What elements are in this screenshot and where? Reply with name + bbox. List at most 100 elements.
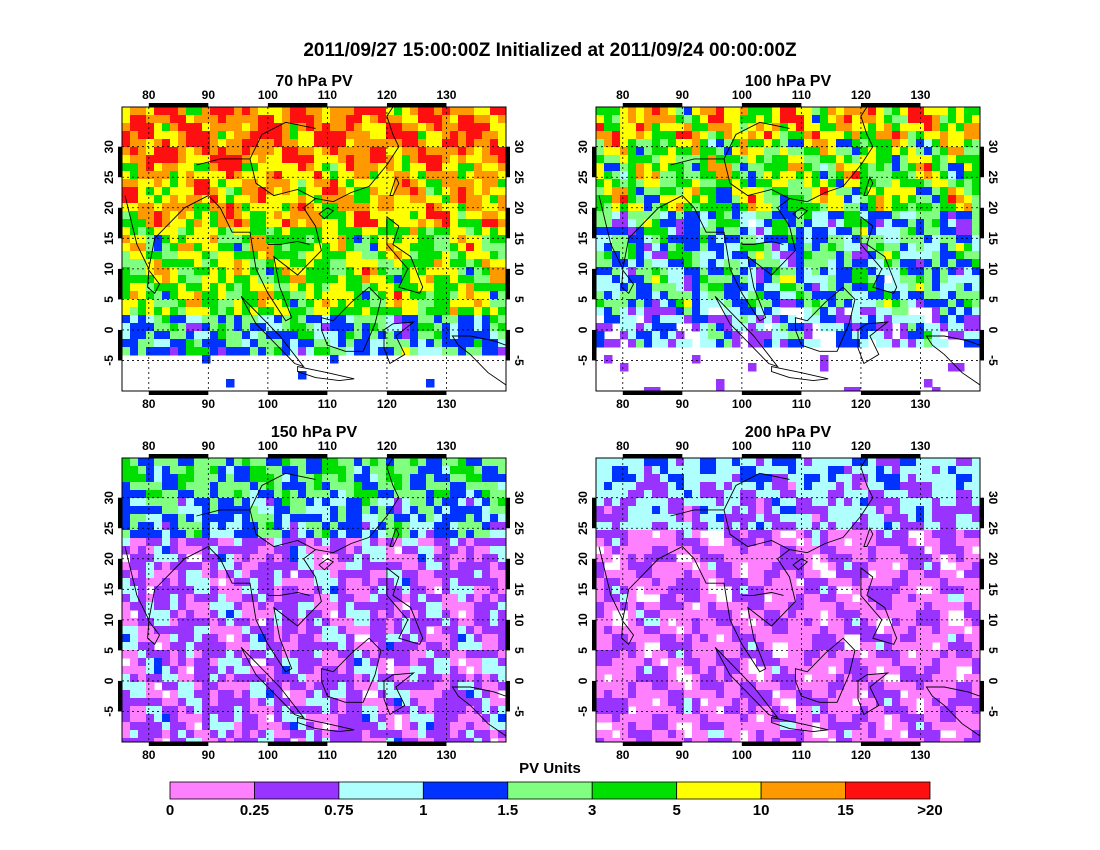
- lat-tick-right: 5: [512, 647, 526, 654]
- lat-tick-right: 5: [512, 296, 526, 303]
- lat-tick-left: 5: [576, 296, 590, 303]
- lat-tick-left: -5: [576, 706, 590, 717]
- lat-tick-left: 10: [102, 262, 116, 276]
- lat-tick-right: 15: [512, 583, 526, 597]
- lat-tick-right: 30: [512, 140, 526, 154]
- lat-tick-right: -5: [986, 355, 1000, 366]
- lat-tick-right: 0: [512, 678, 526, 685]
- lon-tick-top: 90: [676, 439, 690, 453]
- panel-title-200: 200 hPa PV: [744, 424, 832, 441]
- lon-tick-top: 120: [851, 439, 871, 453]
- lon-tick-top: 110: [792, 88, 812, 102]
- lon-tick-top: 100: [732, 439, 752, 453]
- lat-tick-left: 0: [576, 677, 590, 684]
- lon-tick-bottom: 100: [732, 397, 752, 411]
- lon-tick-bottom: 100: [732, 748, 752, 762]
- lat-tick-right: 0: [986, 678, 1000, 685]
- lon-tick-bottom: 120: [851, 397, 871, 411]
- lon-tick-top: 80: [142, 88, 156, 102]
- lat-tick-left: 10: [576, 262, 590, 276]
- lat-tick-left: 20: [576, 201, 590, 215]
- lat-tick-left: 15: [102, 231, 116, 245]
- lat-tick-right: 15: [986, 232, 1000, 246]
- lat-tick-right: -5: [986, 706, 1000, 717]
- lon-tick-bottom: 130: [436, 748, 456, 762]
- lat-tick-left: 15: [576, 231, 590, 245]
- lat-tick-right: 10: [986, 262, 1000, 276]
- lat-tick-right: 30: [986, 491, 1000, 505]
- lon-tick-top: 80: [616, 439, 630, 453]
- lon-tick-bottom: 90: [202, 397, 216, 411]
- lon-tick-bottom: 80: [616, 748, 630, 762]
- lat-tick-right: 0: [986, 327, 1000, 334]
- lon-tick-top: 110: [318, 88, 338, 102]
- lon-tick-top: 130: [910, 88, 930, 102]
- lat-tick-right: 5: [986, 647, 1000, 654]
- lat-tick-left: 20: [576, 552, 590, 566]
- lat-tick-right: 0: [512, 327, 526, 334]
- lon-tick-bottom: 90: [202, 748, 216, 762]
- lon-tick-bottom: 110: [792, 397, 812, 411]
- lat-tick-left: 5: [576, 647, 590, 654]
- main-title: 2011/09/27 15:00:00Z Initialized at 2011…: [303, 40, 797, 61]
- lon-tick-bottom: 130: [910, 748, 930, 762]
- lon-tick-bottom: 130: [436, 397, 456, 411]
- lat-tick-left: 20: [102, 552, 116, 566]
- lat-tick-left: 0: [576, 326, 590, 333]
- lat-tick-right: -5: [512, 355, 526, 366]
- panel-title-150: 150 hPa PV: [270, 424, 358, 441]
- pv-field: [596, 107, 980, 391]
- lat-tick-left: 15: [576, 582, 590, 596]
- lat-tick-left: 5: [102, 296, 116, 303]
- lon-tick-top: 130: [436, 439, 456, 453]
- lat-tick-left: 25: [102, 170, 116, 184]
- panel-title-70: 70 hPa PV: [275, 73, 353, 90]
- lon-tick-top: 90: [202, 88, 216, 102]
- lat-tick-right: 5: [986, 296, 1000, 303]
- lat-tick-left: 25: [102, 521, 116, 535]
- lon-tick-bottom: 80: [142, 748, 156, 762]
- lat-tick-left: 30: [102, 140, 116, 154]
- pv-field: [596, 458, 980, 742]
- pv-field: [122, 458, 506, 742]
- lat-tick-right: -5: [512, 706, 526, 717]
- lat-tick-left: 25: [576, 521, 590, 535]
- lon-tick-top: 130: [436, 88, 456, 102]
- lat-tick-right: 20: [512, 201, 526, 215]
- lon-tick-bottom: 110: [792, 748, 812, 762]
- lon-tick-top: 120: [851, 88, 871, 102]
- lat-tick-right: 30: [512, 491, 526, 505]
- lon-tick-bottom: 110: [318, 397, 338, 411]
- lon-tick-bottom: 120: [851, 748, 871, 762]
- lon-tick-top: 120: [377, 439, 397, 453]
- lat-tick-left: 0: [102, 326, 116, 333]
- lat-tick-right: 25: [986, 522, 1000, 536]
- lon-tick-top: 120: [377, 88, 397, 102]
- lon-tick-top: 90: [676, 88, 690, 102]
- lat-tick-left: 10: [576, 613, 590, 627]
- lat-tick-right: 20: [986, 552, 1000, 566]
- lat-tick-right: 25: [986, 171, 1000, 185]
- lat-tick-right: 10: [512, 613, 526, 627]
- lat-tick-left: 25: [576, 170, 590, 184]
- lon-tick-top: 110: [792, 439, 812, 453]
- lat-tick-left: 5: [102, 647, 116, 654]
- lat-tick-left: 0: [102, 677, 116, 684]
- lat-tick-right: 15: [986, 583, 1000, 597]
- lon-tick-top: 90: [202, 439, 216, 453]
- lon-tick-bottom: 110: [318, 748, 338, 762]
- lon-tick-bottom: 80: [142, 397, 156, 411]
- lon-tick-top: 100: [732, 88, 752, 102]
- lat-tick-left: 30: [576, 140, 590, 154]
- lat-tick-left: 30: [576, 491, 590, 505]
- lat-tick-right: 10: [986, 613, 1000, 627]
- lat-tick-left: -5: [102, 706, 116, 717]
- lon-tick-top: 100: [258, 88, 278, 102]
- lat-tick-right: 15: [512, 232, 526, 246]
- lat-tick-right: 25: [512, 522, 526, 536]
